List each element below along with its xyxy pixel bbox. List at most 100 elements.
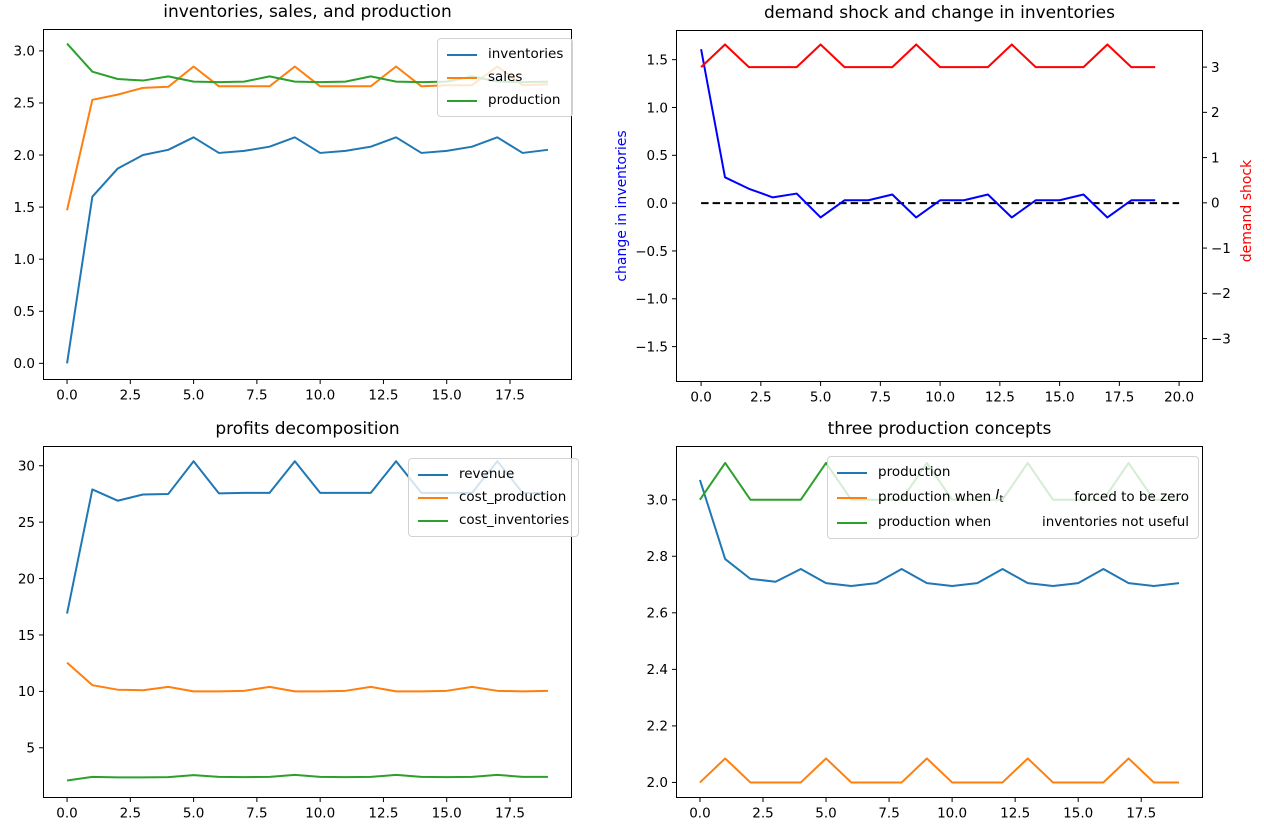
- legend-row: cost_production: [418, 488, 569, 507]
- legend-row: production: [447, 91, 563, 110]
- y-tick-label: 1.0: [647, 100, 668, 116]
- legend-row: production: [837, 463, 1189, 482]
- y-tick-label: −0.5: [635, 244, 668, 260]
- legend-label: production when: [878, 514, 992, 530]
- legend-line-swatch: [418, 496, 448, 499]
- x-tick-label: 17.5: [495, 806, 525, 822]
- y-tick-right-label: 2: [1211, 105, 1220, 121]
- math-subscript: t: [999, 494, 1004, 505]
- x-tick-label: 15.0: [1063, 806, 1093, 822]
- x-tick-label: 7.5: [246, 806, 267, 822]
- legend-label: production when: [878, 489, 996, 505]
- y-tick-label: 2.6: [647, 606, 668, 622]
- legend-label: production: [488, 92, 561, 108]
- x-tick-label: 17.5: [495, 388, 525, 404]
- legend-line-swatch: [447, 53, 477, 56]
- y-tick-label: 0.0: [14, 356, 35, 372]
- x-tick-label: 7.5: [878, 806, 899, 822]
- y-tick-label: 1.5: [14, 200, 35, 216]
- x-tick-label: 17.5: [1126, 806, 1156, 822]
- axes-frame: [676, 446, 1203, 798]
- x-tick-label: 20.0: [1164, 390, 1194, 406]
- y-tick-label: 2.0: [14, 148, 35, 164]
- axes-bottom-left: 0.0 2.5 5.0 7.5 10.0 12.5 15.0 17.5 5 10 15 20 25 30: [18, 446, 572, 822]
- y-tick-right-label: −3: [1211, 331, 1231, 347]
- y-tick-label: 2.4: [647, 662, 668, 678]
- y-axis-label-right: demand shock: [1239, 159, 1255, 263]
- y-tick-right-label: −2: [1211, 286, 1231, 302]
- series-line: [700, 48, 1156, 219]
- legend-math-label: It: [996, 486, 1004, 509]
- x-tick-label: 0.0: [690, 390, 711, 406]
- y-tick-label: 20: [18, 571, 35, 587]
- x-tick-label: 12.5: [1000, 806, 1030, 822]
- legend-line-swatch: [418, 473, 448, 476]
- axes-frame: [43, 446, 572, 798]
- x-tick-label: 5.0: [183, 388, 204, 404]
- subplot-top-left: inventories, sales, and production 0.0 2.…: [14, 2, 574, 404]
- legend-row: production when It forced to be zero: [837, 486, 1189, 509]
- y-tick-right-label: 3: [1211, 60, 1220, 76]
- axes-frame: [676, 30, 1203, 382]
- page-title: inventories, sales, and production: [163, 2, 452, 22]
- y-tick-label: 10: [18, 684, 35, 700]
- y-tick-label: 2.8: [647, 549, 668, 565]
- x-tick-label: 10.0: [305, 806, 335, 822]
- x-tick-label: 10.0: [937, 806, 967, 822]
- x-tick-label: 5.0: [810, 390, 831, 406]
- series-line: [66, 773, 548, 782]
- y-tick-label: 5: [26, 741, 35, 757]
- legend-line-swatch: [418, 519, 448, 522]
- y-axis-label-left: change in inventories: [614, 130, 630, 282]
- legend-label: inventories: [488, 46, 564, 62]
- legend-row: production when inventories not useful: [837, 513, 1189, 532]
- y-tick-label: 3.0: [14, 44, 35, 60]
- legend-label: revenue: [459, 466, 515, 482]
- subplot-top-right: demand shock and change in inventories c…: [614, 3, 1255, 406]
- series-line: [699, 757, 1180, 784]
- legend-row: revenue: [418, 465, 569, 484]
- series-line: [66, 661, 548, 693]
- legend-label: forced to be zero: [1074, 489, 1189, 505]
- legend-line-swatch: [837, 496, 867, 499]
- legend-label: cost_inventories: [459, 512, 570, 528]
- y-tick-label: 1.5: [647, 52, 668, 68]
- legend-row: sales: [447, 68, 563, 87]
- series-line: [698, 479, 1180, 587]
- x-tick-label: 15.0: [1045, 390, 1075, 406]
- series-line: [700, 43, 1156, 69]
- axes-top-right: 0.0 2.5 5.0 7.5 10.0 12.5 15.0 17.5 20.0−1.5−1.0…: [635, 30, 1231, 406]
- legend: revenue cost_production cost_inventories: [408, 458, 580, 537]
- y-tick-label: 2.0: [647, 775, 668, 791]
- axes-top-left: 0.0 2.5 5.0 7.5 10.0 12.5 15.0 17.5 0.0 0.5 1.0 1.5…: [14, 29, 572, 404]
- x-tick-label: 12.5: [985, 390, 1015, 406]
- legend-line-swatch: [837, 521, 867, 524]
- legend-label: production: [878, 464, 951, 480]
- x-tick-label: 12.5: [368, 388, 398, 404]
- x-tick-label: 10.0: [305, 388, 335, 404]
- x-tick-label: 0.0: [56, 388, 77, 404]
- x-tick-label: 12.5: [368, 806, 398, 822]
- y-tick-label: 30: [18, 459, 35, 475]
- y-tick-label: 2.2: [647, 719, 668, 735]
- x-tick-label: 5.0: [815, 806, 836, 822]
- x-tick-label: 15.0: [432, 806, 462, 822]
- y-tick-label: 25: [18, 515, 35, 531]
- y-tick-label: 0.0: [647, 196, 668, 212]
- x-tick-label: 0.0: [689, 806, 710, 822]
- x-tick-label: 2.5: [120, 806, 141, 822]
- chart-title: profits decomposition: [215, 419, 400, 439]
- legend-label: sales: [488, 69, 523, 85]
- y-tick-label: −1.0: [635, 292, 668, 308]
- legend-line-swatch: [447, 76, 477, 79]
- axes-bottom-right: 0.0 2.5 5.0 7.5 10.0 12.5 15.0 17.5 2.0 2.2 2.4 2.6…: [647, 446, 1203, 822]
- axes-frame: [43, 29, 572, 380]
- legend-label: inventories not useful: [1042, 514, 1189, 530]
- legend-row: cost_inventories: [418, 511, 569, 530]
- x-tick-label: 10.0: [925, 390, 955, 406]
- x-tick-label: 15.0: [432, 388, 462, 404]
- y-tick-right-label: 0: [1211, 196, 1220, 212]
- subplot-bottom-left: profits decomposition 0.0 2.5 5.0 7.5 10.0 12…: [18, 419, 580, 822]
- x-tick-label: 2.5: [752, 806, 773, 822]
